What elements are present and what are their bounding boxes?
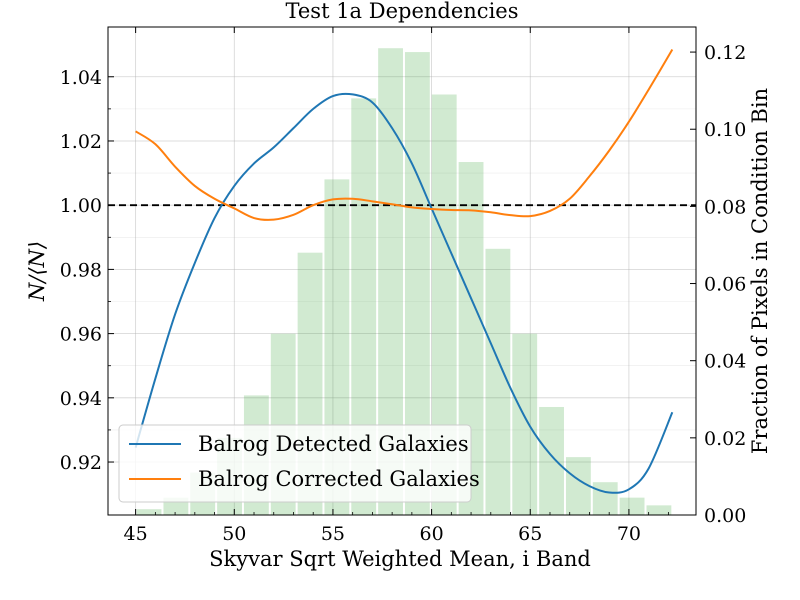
x-tick-label-3: 60 bbox=[420, 523, 444, 545]
legend: Balrog Detected Galaxies Balrog Correcte… bbox=[118, 424, 480, 503]
histogram-bar-18 bbox=[619, 497, 645, 515]
chart-title: Test 1a Dependencies bbox=[286, 0, 519, 23]
histogram-bar-16 bbox=[565, 457, 591, 515]
axes: 45 50 55 60 65 70 0.92 0.94 0.96 0.98 1.00 1.02 1.04… bbox=[60, 27, 746, 545]
x-tick-label-0: 45 bbox=[124, 523, 148, 545]
histogram-bar-13 bbox=[485, 248, 511, 515]
y-tick-label-3: 0.98 bbox=[60, 259, 102, 281]
x-tick-label-1: 50 bbox=[222, 523, 246, 545]
y2-tick-label-5: 0.10 bbox=[704, 119, 746, 141]
x-tick-label-2: 55 bbox=[321, 523, 345, 545]
y-tick-label-1: 0.94 bbox=[60, 388, 102, 410]
histogram-bar-0 bbox=[136, 509, 162, 515]
plot-frame bbox=[107, 26, 697, 516]
histogram-bar-17 bbox=[592, 482, 618, 515]
y2-tick-label-6: 0.12 bbox=[704, 42, 746, 64]
series-lines bbox=[134, 48, 674, 494]
y-axis-title: N/⟨N⟩ bbox=[25, 241, 49, 302]
y2-tick-label-4: 0.08 bbox=[704, 196, 746, 218]
y-tick-label-2: 0.96 bbox=[60, 324, 102, 346]
series-line-detected bbox=[134, 92, 674, 494]
legend-label-corrected: Balrog Corrected Galaxies bbox=[198, 467, 480, 491]
y2-tick-label-2: 0.04 bbox=[704, 351, 746, 373]
x-axis-title: Skyvar Sqrt Weighted Mean, i Band bbox=[209, 547, 591, 571]
y2-tick-label-3: 0.06 bbox=[704, 274, 746, 296]
y-tick-label-5: 1.02 bbox=[60, 131, 102, 153]
y-tick-label-0: 0.92 bbox=[60, 452, 102, 474]
y2-tick-label-1: 0.02 bbox=[704, 428, 746, 450]
histogram-bar-15 bbox=[539, 406, 564, 515]
legend-box bbox=[118, 424, 472, 503]
y2-axis-title: Fraction of Pixels in Condition Bin bbox=[748, 88, 772, 454]
y-tick-label-4: 1.00 bbox=[60, 195, 102, 217]
y-tick-label-6: 1.04 bbox=[60, 67, 102, 89]
histogram-bar-19 bbox=[646, 505, 672, 515]
legend-label-detected: Balrog Detected Galaxies bbox=[198, 432, 469, 456]
histogram-bar-14 bbox=[512, 333, 538, 515]
y2-tick-label-0: 0.00 bbox=[704, 505, 746, 527]
series-line-corrected bbox=[135, 48, 674, 221]
x-tick-label-5: 70 bbox=[617, 523, 641, 545]
x-tick-label-4: 65 bbox=[518, 523, 542, 545]
